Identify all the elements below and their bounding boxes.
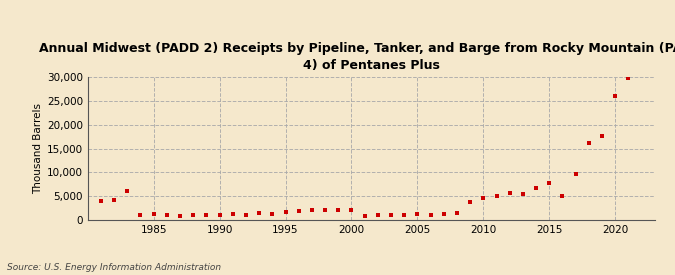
Point [214, 213, 225, 218]
Point [518, 192, 529, 196]
Point [465, 200, 476, 205]
Point [491, 194, 502, 198]
Point [122, 189, 133, 194]
Point [385, 213, 396, 218]
Point [412, 212, 423, 216]
Point [240, 213, 251, 217]
Point [161, 213, 172, 218]
Point [399, 213, 410, 217]
Point [267, 211, 277, 216]
Point [597, 133, 608, 138]
Point [135, 213, 146, 217]
Point [333, 208, 344, 212]
Point [254, 211, 265, 216]
Point [306, 208, 317, 213]
Point [175, 214, 186, 218]
Point [109, 198, 119, 202]
Point [188, 213, 198, 218]
Point [610, 94, 620, 98]
Point [623, 76, 634, 80]
Point [346, 208, 357, 212]
Point [227, 212, 238, 216]
Point [544, 181, 555, 185]
Point [478, 196, 489, 200]
Point [531, 186, 541, 190]
Point [570, 172, 581, 177]
Point [96, 199, 107, 203]
Point [504, 191, 515, 196]
Point [425, 213, 436, 217]
Point [148, 212, 159, 216]
Title: Annual Midwest (PADD 2) Receipts by Pipeline, Tanker, and Barge from Rocky Mount: Annual Midwest (PADD 2) Receipts by Pipe… [39, 42, 675, 72]
Text: Source: U.S. Energy Information Administration: Source: U.S. Energy Information Administ… [7, 263, 221, 272]
Point [320, 208, 331, 212]
Point [280, 210, 291, 214]
Point [201, 213, 212, 217]
Point [294, 209, 304, 214]
Point [557, 194, 568, 198]
Point [373, 213, 383, 218]
Y-axis label: Thousand Barrels: Thousand Barrels [32, 103, 43, 194]
Point [359, 213, 370, 218]
Point [583, 141, 594, 145]
Point [438, 212, 449, 216]
Point [452, 211, 462, 216]
